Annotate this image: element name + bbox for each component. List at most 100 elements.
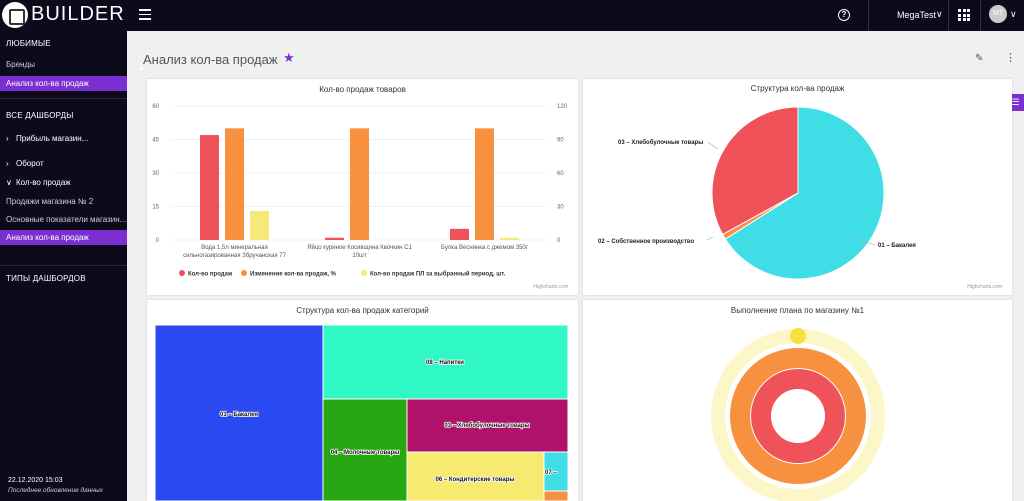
- last-update-label: Последнее обновление данных: [8, 487, 103, 494]
- pie-slice-label: 02 – Собственное производство: [598, 238, 695, 245]
- sidebar-group-label: Прибыль магазин...: [16, 134, 89, 143]
- sidebar-item-sales-analysis-active[interactable]: Анализ кол-ва продаж: [0, 230, 127, 245]
- y-tick-label-right: 90: [557, 138, 564, 144]
- edit-pencil-icon[interactable]: ✎: [975, 53, 984, 64]
- x-category-label: Булка Веснянка с джемом 350г: [441, 245, 529, 251]
- treemap-cell: [322, 324, 569, 400]
- y-tick-label-right: 30: [557, 205, 564, 211]
- page-title: Анализ кол-ва продаж: [143, 52, 278, 67]
- top-bar: BUILDER ? MegaTest ∨ MT ∨: [0, 0, 1024, 31]
- bar: [250, 210, 269, 240]
- sidebar: ЛЮБИМЫЕ Бренды Анализ кол-ва продаж ВСЕ …: [0, 31, 127, 501]
- chevron-down-icon[interactable]: ∨: [1010, 9, 1017, 19]
- pie-slice-label: 03 – Хлебобулочные товары: [618, 139, 703, 146]
- bar: [325, 237, 344, 240]
- treemap-cell-label: 04 – Молочные товары: [331, 450, 400, 456]
- user-name[interactable]: MegaTest: [897, 10, 937, 20]
- favorite-star-icon[interactable]: ★: [283, 50, 295, 65]
- last-update-date: 22.12.2020 15:03: [8, 477, 63, 484]
- bar: [200, 135, 219, 240]
- bar: [450, 228, 469, 240]
- treemap-cell-label: 06 – Кондитерские товары: [435, 477, 514, 483]
- legend-label: Кол-во продаж ПЛ за выбранный период, шт…: [370, 271, 506, 278]
- y-tick-label-right: 0: [557, 238, 561, 244]
- pie-connector: [852, 236, 876, 246]
- y-tick-label-left: 60: [152, 104, 159, 110]
- y-tick-label-left: 45: [152, 138, 159, 144]
- chart-credits: Highcharts.com: [967, 284, 1002, 290]
- treemap-cell: [154, 324, 324, 501]
- logo-icon[interactable]: [2, 2, 28, 28]
- pie-chart: 01 – Бакалея 02 – Собственное производств…: [598, 106, 916, 280]
- mouse-cursor: [140, 66, 144, 70]
- bar-chart-card: Кол-во продаж товаров 0 15 30 45 60 0 30 60 90 12…: [147, 79, 578, 295]
- x-category-label: сильногазированная Збручанская 77: [183, 253, 287, 259]
- brand-name: BUILDER: [31, 3, 125, 25]
- chevron-right-icon: ›: [6, 134, 9, 143]
- sidebar-group-label: Оборот: [16, 159, 44, 168]
- treemap-cell: [406, 398, 569, 453]
- sidebar-item-store-kpis[interactable]: Основные показатели магазин...: [6, 215, 127, 224]
- y-tick-label-right: 60: [557, 171, 564, 177]
- y-tick-label-left: 0: [156, 238, 160, 244]
- treemap-cell-label: 07 –: [545, 470, 557, 476]
- bar-chart: 0 15 30 45 60 0 30 60 90 120 Вода 1,5л минеральная…: [152, 104, 568, 278]
- all-dashboards-heading: ВСЕ ДАШБОРДЫ: [6, 111, 74, 120]
- sidebar-item-sales-analysis[interactable]: Анализ кол-ва продаж: [0, 76, 127, 91]
- x-category-label: Вода 1,5л минеральная: [201, 245, 268, 251]
- legend-marker: [361, 270, 367, 276]
- favorites-heading: ЛЮБИМЫЕ: [6, 39, 51, 48]
- x-category-label: 10шт: [352, 253, 366, 259]
- bar: [225, 128, 244, 240]
- help-icon[interactable]: ?: [838, 9, 850, 21]
- avatar[interactable]: MT: [989, 5, 1007, 23]
- treemap-cell: [543, 490, 569, 501]
- menu-toggle-icon[interactable]: [139, 9, 151, 21]
- divider: [868, 0, 869, 31]
- legend-label: Кол-во продаж: [188, 272, 233, 278]
- treemap-chart: 01 – Бакалея 08 – Напитки 04 – Молочные то…: [154, 324, 569, 501]
- y-tick-label-left: 30: [152, 171, 159, 177]
- pie-slice: [724, 106, 885, 280]
- gauge-chart: [711, 328, 885, 501]
- chart-title: Структура кол-ва продаж: [750, 84, 845, 93]
- legend-marker: [241, 270, 247, 276]
- pie-slice-label: 01 – Бакалея: [878, 243, 916, 249]
- pie-slice: [711, 106, 799, 236]
- dashboard-types-heading[interactable]: ТИПЫ ДАШБОРДОВ: [6, 274, 86, 283]
- gauge-indicator: [790, 328, 806, 344]
- chart-title: Кол-во продаж товаров: [319, 85, 406, 94]
- divider: [948, 0, 949, 31]
- treemap-cell: [322, 398, 408, 501]
- chart-title: Структура кол-ва продаж категорий: [296, 306, 429, 315]
- pie-chart-card: Структура кол-ва продаж 01 – Бакалея 02 –…: [583, 79, 1012, 295]
- sidebar-item-store2-sales[interactable]: Продажи магазина № 2: [6, 197, 94, 206]
- legend-label: Изменение кол-ва продаж, %: [250, 272, 337, 278]
- bar: [350, 128, 369, 240]
- apps-grid-icon[interactable]: [958, 9, 970, 21]
- chevron-right-icon: ›: [6, 159, 9, 168]
- sidebar-group-sales-count[interactable]: ∨ Кол-во продаж: [0, 175, 127, 190]
- y-tick-label-right: 120: [557, 104, 568, 110]
- x-category-label: Яйцо куриное Косивщина Квочкин С1: [307, 244, 412, 251]
- treemap-cell: [406, 451, 545, 501]
- divider: [980, 0, 981, 31]
- divider: [0, 98, 127, 99]
- pie-connector: [706, 236, 714, 241]
- legend-marker: [179, 270, 185, 276]
- more-vertical-icon[interactable]: ⋮: [1005, 52, 1016, 64]
- gauge-ring: [730, 348, 866, 484]
- treemap-cell-label: 03 – Хлебобулочные товары: [444, 422, 529, 429]
- chevron-down-icon[interactable]: ∨: [936, 9, 943, 19]
- sidebar-group-turnover[interactable]: › Оборот: [0, 156, 127, 171]
- chart-title: Выполнение плана по магазину №1: [730, 306, 865, 315]
- sidebar-group-label: Кол-во продаж: [16, 178, 71, 187]
- y-tick-label-left: 15: [152, 205, 159, 211]
- sidebar-item-brands[interactable]: Бренды: [6, 60, 35, 69]
- bar: [475, 128, 494, 240]
- divider: [0, 265, 127, 266]
- bar: [500, 237, 519, 240]
- treemap-card: Структура кол-ва продаж категорий 01 – Б…: [147, 300, 578, 501]
- chevron-down-icon: ∨: [6, 178, 12, 187]
- sidebar-group-profit[interactable]: › Прибыль магазин...: [0, 131, 127, 146]
